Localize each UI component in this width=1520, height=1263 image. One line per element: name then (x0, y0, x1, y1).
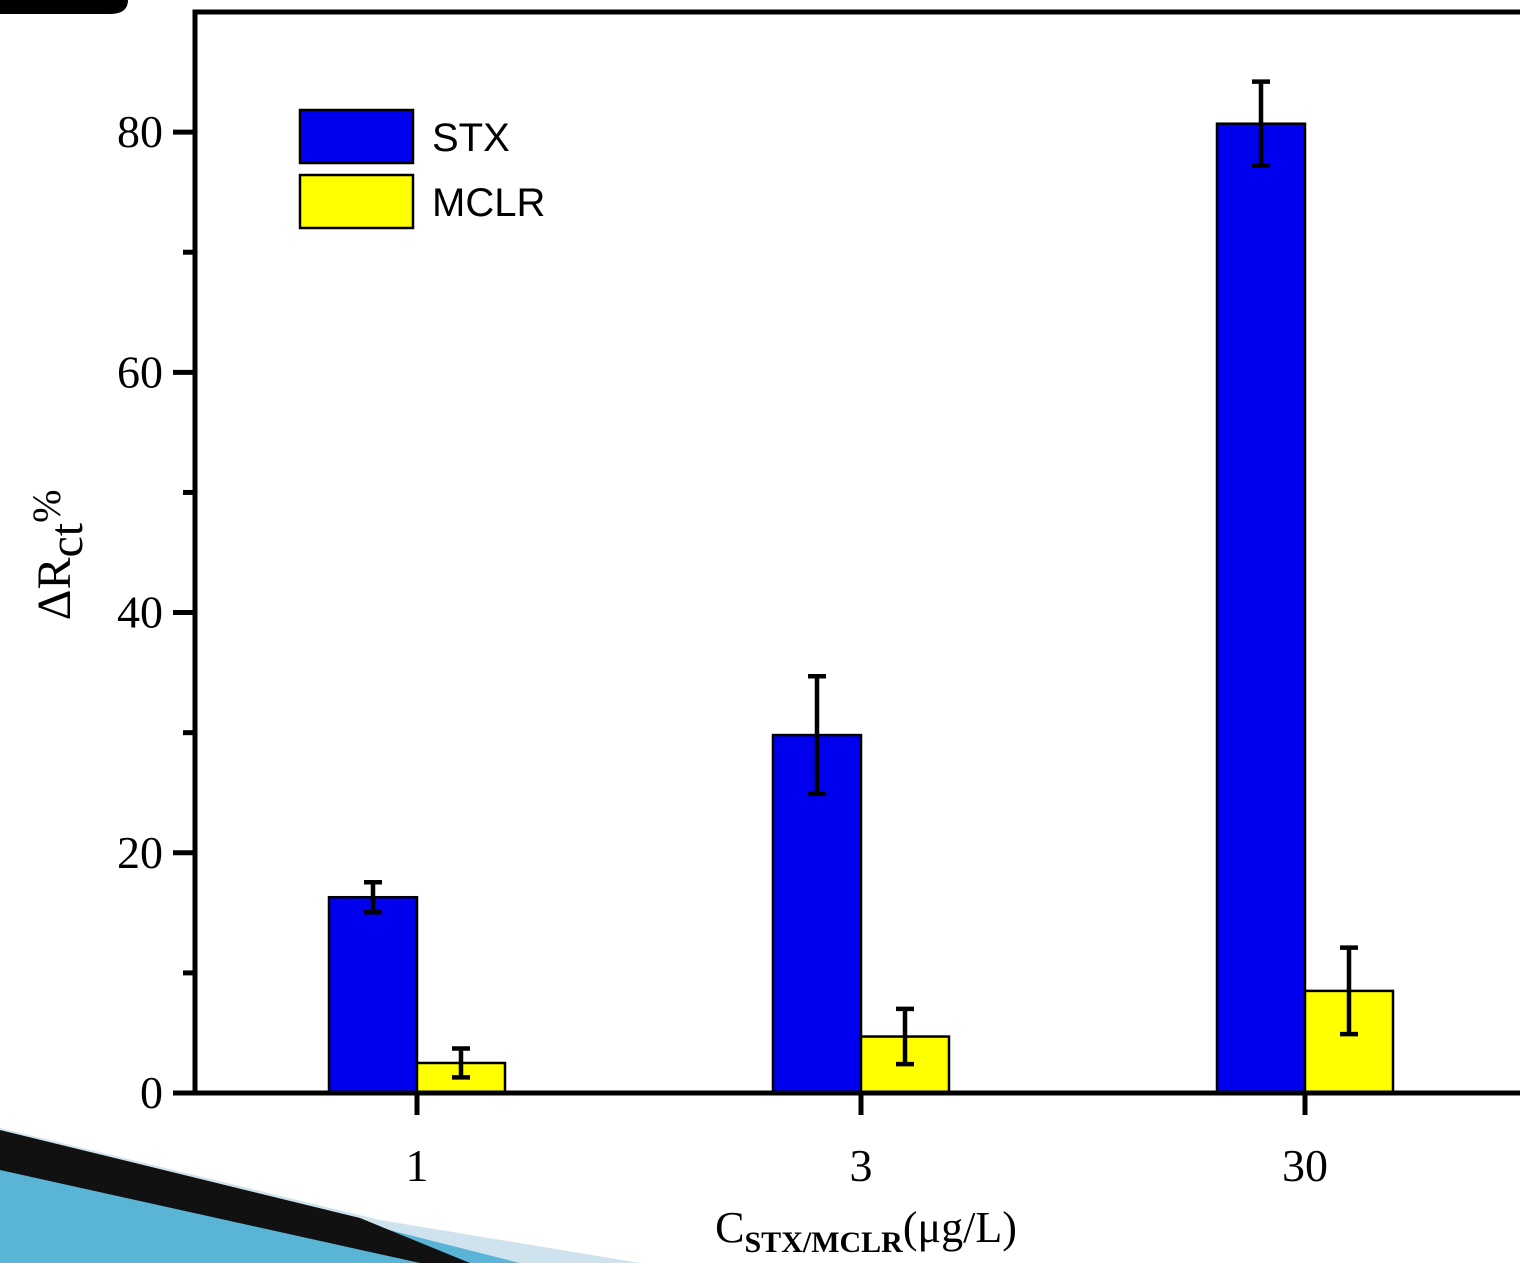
y-tick-label: 20 (117, 827, 163, 878)
error-bar (1252, 79, 1270, 168)
y-tick-label: 0 (140, 1067, 163, 1118)
y-axis-label: ΔRct% (24, 490, 93, 621)
error-bar (1340, 945, 1358, 1037)
slide-decoration (0, 1130, 470, 1263)
y-label-suffix: % (24, 490, 69, 523)
x-tick-label: 1 (406, 1140, 429, 1191)
error-bar (452, 1046, 470, 1080)
x-tick-label: 3 (850, 1140, 873, 1191)
legend-label: MCLR (432, 181, 545, 225)
y-tick-label: 40 (117, 587, 163, 638)
x-label-sub: STX/MCLR (745, 1226, 904, 1259)
x-label-suffix: (μg/L) (903, 1203, 1017, 1252)
y-label-sub: ct (40, 522, 93, 557)
legend-swatch (298, 173, 415, 230)
y-tick-label: 60 (117, 346, 163, 397)
legend-label: STX (432, 116, 510, 160)
x-tick-label: 30 (1282, 1140, 1328, 1191)
error-bar (808, 673, 826, 797)
corner-decoration (0, 0, 128, 14)
axis-frame (173, 9, 1520, 1096)
y-label-main: ΔR (28, 558, 81, 621)
legend-swatch (298, 108, 415, 165)
y-tick-label: 80 (117, 106, 163, 157)
bar (327, 895, 419, 1095)
error-bar (364, 879, 382, 915)
bar (1215, 122, 1307, 1095)
error-bar (896, 1006, 914, 1067)
x-axis-label: CSTX/MCLR(μg/L) (715, 1203, 1017, 1259)
x-label-main: C (715, 1203, 744, 1252)
